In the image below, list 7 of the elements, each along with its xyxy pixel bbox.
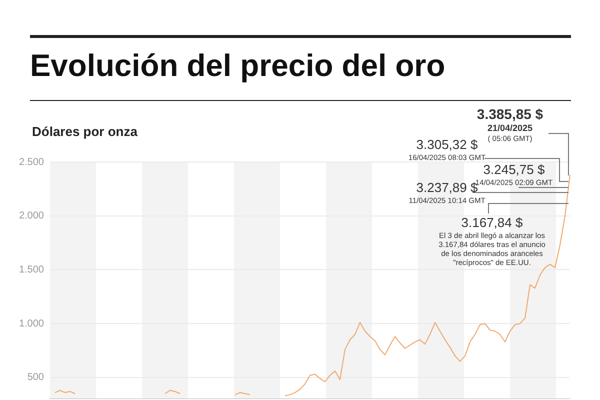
y-tick-label: 1.500 <box>18 264 44 276</box>
y-tick-label: 500 <box>27 372 44 384</box>
chart-title: Evolución del precio del oro <box>30 48 446 84</box>
y-tick-label: 1.000 <box>18 318 44 330</box>
y-axis-title: Dólares por onza <box>32 124 138 139</box>
y-tick-label: 2.000 <box>18 210 44 222</box>
y-tick-label: 2.500 <box>18 156 44 168</box>
